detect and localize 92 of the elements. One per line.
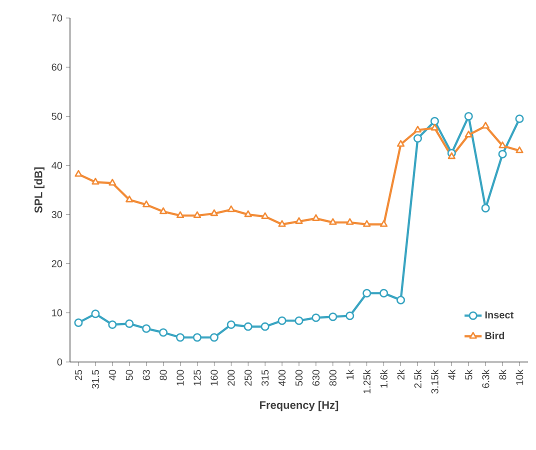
point [380,288,388,298]
x-tick-label: 1k [346,370,354,380]
x-tick-label: 31.5 [92,370,99,389]
point [226,320,236,329]
point [346,311,354,320]
x-tick-label: 40 [108,370,116,380]
point [261,212,269,220]
point [244,322,252,331]
x-tick-label: 200 [228,370,235,386]
point [294,316,304,326]
x-tick-label: 400 [278,370,286,386]
point [278,220,286,227]
y-tick-label: 30 [52,211,62,218]
point [312,313,320,322]
x-tick-label: 10k [516,370,524,385]
point [448,152,456,160]
y-tick-label: 40 [52,162,62,169]
point [515,114,524,124]
point [74,170,82,177]
point [92,178,100,185]
point [312,214,320,221]
point [346,218,354,225]
x-tick-label: 800 [329,370,336,386]
legend-label: Insect [485,311,514,318]
x-tick-label: 3.15k [431,370,438,394]
x-tick-label: 6.3k [482,370,490,388]
point [295,217,303,224]
x-tick-label: 8k [498,370,506,380]
point [516,146,524,154]
point [192,333,202,342]
x-tick-label: 2.5k [414,370,422,388]
point [159,207,168,214]
x-tick-label: 5k [464,370,472,380]
x-tick-label: 25 [74,370,82,380]
point [176,211,184,218]
point [482,122,490,129]
point [413,134,422,143]
x-tick-label: 315 [262,370,269,386]
point [328,312,338,322]
point [278,316,286,326]
point [363,220,371,227]
point [414,126,422,133]
x-tick-label: 4k [448,370,456,380]
x-tick-label: 500 [295,370,303,386]
point [193,211,202,218]
point [125,319,134,328]
point [329,218,337,225]
x-tick-label: 80 [160,370,167,380]
point [260,322,270,331]
point [481,204,490,212]
y-tick-label: 20 [52,260,62,268]
point [227,205,235,212]
x-tick-label: 1.25k [363,370,371,394]
y-tick-label: 60 [52,64,62,71]
point [74,318,83,327]
point [108,178,116,186]
x-tick-label: 2k [397,370,404,380]
y-tick-label: 10 [52,309,62,316]
x-tick-label: 125 [194,370,201,386]
y-tick-label: 70 [52,14,62,22]
point [498,150,507,158]
point [210,333,218,342]
y-tick-label: 0 [57,358,62,366]
point [396,296,406,304]
point [430,124,439,131]
point [244,210,252,218]
point [430,116,439,126]
point [126,196,134,202]
y-axis-title: SPL [dB] [34,167,44,213]
point [362,288,372,298]
point [498,141,506,148]
x-tick-label: 630 [312,370,320,386]
x-axis-title: Frequency [Hz] [260,400,338,412]
x-tick-label: 100 [176,370,184,386]
point [464,130,472,138]
point [108,320,117,329]
x-tick-label: 250 [244,370,252,386]
y-tick-label: 50 [52,112,62,120]
point [159,328,168,337]
point [396,140,405,147]
x-tick-label: 1.6k [380,370,388,388]
x-tick-label: 63 [142,370,150,380]
point [91,310,100,318]
point [142,324,151,333]
point [142,200,150,208]
x-tick-label: 50 [126,370,133,380]
point [210,209,218,216]
legend-label: Bird [485,332,504,340]
point [464,112,473,121]
x-tick-label: 160 [210,370,218,386]
point [380,220,388,227]
point [176,333,185,342]
